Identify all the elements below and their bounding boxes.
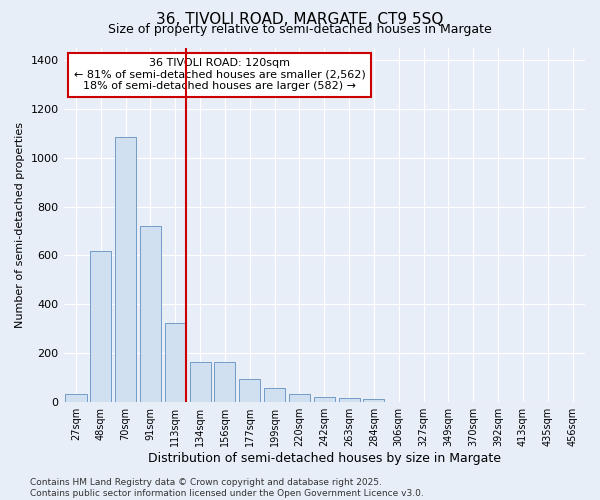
Text: Contains HM Land Registry data © Crown copyright and database right 2025.
Contai: Contains HM Land Registry data © Crown c… bbox=[30, 478, 424, 498]
Bar bbox=[364, 400, 385, 402]
Y-axis label: Number of semi-detached properties: Number of semi-detached properties bbox=[15, 122, 25, 328]
Bar bbox=[264, 388, 285, 402]
Bar bbox=[214, 362, 235, 402]
Bar bbox=[90, 250, 112, 402]
Bar bbox=[115, 137, 136, 402]
Bar bbox=[165, 322, 186, 402]
Bar bbox=[289, 394, 310, 402]
Bar bbox=[314, 397, 335, 402]
Bar bbox=[239, 379, 260, 402]
X-axis label: Distribution of semi-detached houses by size in Margate: Distribution of semi-detached houses by … bbox=[148, 452, 501, 465]
Text: Size of property relative to semi-detached houses in Margate: Size of property relative to semi-detach… bbox=[108, 22, 492, 36]
Bar bbox=[338, 398, 359, 402]
Bar bbox=[65, 394, 86, 402]
Text: 36 TIVOLI ROAD: 120sqm
← 81% of semi-detached houses are smaller (2,562)
18% of : 36 TIVOLI ROAD: 120sqm ← 81% of semi-det… bbox=[74, 58, 366, 92]
Text: 36, TIVOLI ROAD, MARGATE, CT9 5SQ: 36, TIVOLI ROAD, MARGATE, CT9 5SQ bbox=[157, 12, 443, 28]
Bar bbox=[140, 226, 161, 402]
Bar bbox=[190, 362, 211, 402]
